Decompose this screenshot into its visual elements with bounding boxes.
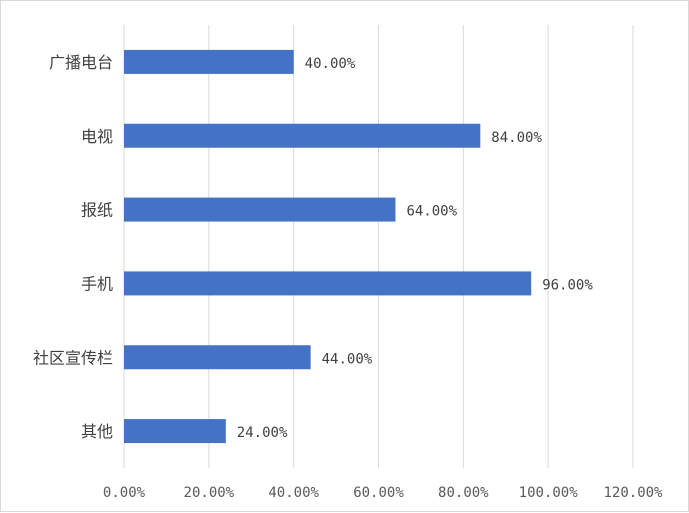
data-label: 44.00% <box>322 351 373 367</box>
data-label: 24.00% <box>237 425 288 441</box>
category-label: 电视 <box>81 127 113 146</box>
category-label: 广播电台 <box>49 53 113 72</box>
x-tick-label: 60.00% <box>353 485 404 501</box>
category-label: 社区宣传栏 <box>33 348 113 367</box>
bar <box>124 419 226 444</box>
bar <box>124 345 311 370</box>
bars <box>124 49 532 444</box>
data-label: 64.00% <box>406 204 457 220</box>
labels: 0.00% 20.00% 40.00% 60.00% 80.00% 100.00% 120.… <box>33 53 663 501</box>
x-tick-label: 20.00% <box>184 485 235 501</box>
category-label: 其他 <box>81 422 113 441</box>
data-label: 84.00% <box>491 130 542 146</box>
data-label: 96.00% <box>542 277 593 293</box>
bar <box>124 271 532 296</box>
data-label: 40.00% <box>305 56 356 72</box>
x-tick-label: 0.00% <box>103 485 146 501</box>
bar <box>124 49 294 74</box>
gridlines <box>123 25 634 468</box>
category-label: 报纸 <box>81 201 113 220</box>
category-label: 手机 <box>81 274 113 293</box>
bar <box>124 123 481 148</box>
x-tick-label: 80.00% <box>438 485 489 501</box>
x-tick-label: 120.00% <box>603 485 663 501</box>
x-tick-label: 100.00% <box>519 485 579 501</box>
bar <box>124 197 396 222</box>
x-tick-label: 40.00% <box>268 485 319 501</box>
